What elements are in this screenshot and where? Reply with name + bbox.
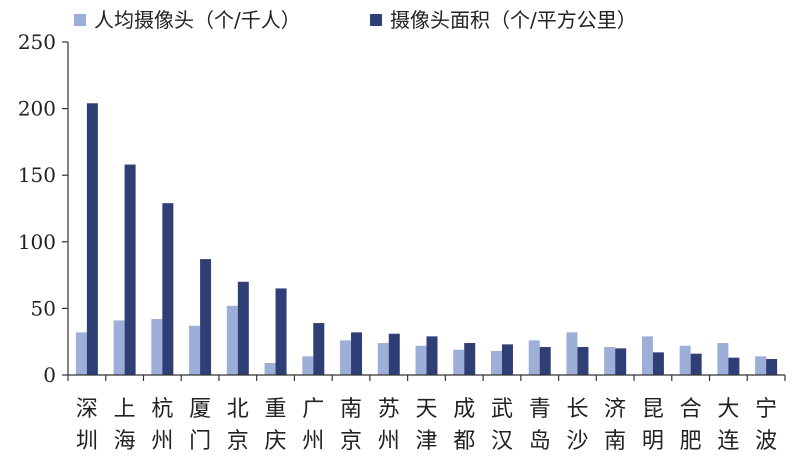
y-tick-label: 150 bbox=[18, 163, 56, 187]
x-tick-label: 济 bbox=[604, 397, 626, 422]
x-tick-label: 州 bbox=[302, 429, 324, 454]
x-tick-label: 宁 bbox=[755, 397, 777, 422]
bar-series-1 bbox=[189, 325, 201, 375]
bar-series-2 bbox=[200, 259, 212, 375]
bar-series-1 bbox=[75, 332, 87, 375]
x-tick-label: 肥 bbox=[680, 429, 702, 454]
chart-legend: 人均摄像头（个/千人） 摄像头面积（个/平方公里） bbox=[74, 8, 637, 32]
x-tick-label: 汉 bbox=[491, 429, 513, 454]
bar-series-2 bbox=[766, 359, 778, 375]
y-tick-label: 100 bbox=[18, 230, 56, 254]
x-tick-label: 昆 bbox=[642, 397, 664, 422]
x-tick-label: 州 bbox=[378, 429, 400, 454]
x-tick-label: 州 bbox=[151, 429, 173, 454]
x-tick-label: 厦 bbox=[189, 397, 211, 422]
bar-series-1 bbox=[604, 347, 616, 375]
bar-series-1 bbox=[151, 319, 163, 375]
bar-series-1 bbox=[302, 356, 314, 375]
bar-series-2 bbox=[615, 348, 627, 375]
x-tick-label: 上 bbox=[114, 397, 136, 422]
bar-series-1 bbox=[264, 363, 276, 375]
y-tick-label: 250 bbox=[18, 30, 56, 54]
legend-label: 人均摄像头（个/千人） bbox=[94, 8, 301, 32]
bar-series-2 bbox=[464, 343, 476, 375]
bar-series-2 bbox=[728, 357, 740, 375]
bar-series-2 bbox=[539, 347, 551, 375]
x-tick-label: 苏 bbox=[378, 397, 400, 422]
x-tick-label: 庆 bbox=[265, 429, 287, 454]
bar-series-2 bbox=[124, 164, 136, 375]
legend-label: 摄像头面积（个/平方公里） bbox=[390, 8, 637, 32]
x-tick-label: 海 bbox=[114, 429, 136, 454]
bars-group bbox=[75, 103, 778, 375]
x-tick-label: 南 bbox=[604, 429, 626, 454]
bar-series-2 bbox=[313, 323, 325, 375]
x-tick-label: 沙 bbox=[566, 429, 588, 454]
x-tick-label: 成 bbox=[453, 397, 475, 422]
x-tick-label: 都 bbox=[453, 429, 475, 454]
x-tick-label: 青 bbox=[529, 397, 551, 422]
bar-series-1 bbox=[679, 345, 691, 375]
legend-swatch bbox=[74, 14, 86, 26]
x-tick-label: 圳 bbox=[76, 429, 98, 454]
bar-series-1 bbox=[377, 343, 389, 375]
y-axis: 0 50 100 150 200 250 bbox=[18, 30, 69, 387]
bar-series-1 bbox=[717, 343, 729, 375]
bar-series-2 bbox=[351, 332, 363, 375]
bar-series-2 bbox=[86, 103, 98, 375]
x-tick-label: 明 bbox=[642, 429, 664, 454]
x-tick-label: 津 bbox=[415, 429, 437, 454]
bar-series-1 bbox=[528, 340, 540, 375]
y-tick-label: 200 bbox=[18, 97, 56, 121]
bar-series-1 bbox=[226, 305, 238, 375]
y-tick-label: 0 bbox=[43, 363, 56, 387]
x-tick-label: 长 bbox=[566, 397, 588, 422]
x-tick-label: 深 bbox=[76, 397, 98, 422]
bar-series-2 bbox=[237, 281, 249, 375]
x-tick-label: 波 bbox=[755, 429, 777, 454]
x-tick-label: 南 bbox=[340, 397, 362, 422]
x-tick-label: 大 bbox=[717, 397, 739, 422]
bar-series-2 bbox=[275, 288, 287, 375]
x-tick-label: 岛 bbox=[529, 429, 551, 454]
bar-series-1 bbox=[755, 356, 767, 375]
x-tick-label: 杭 bbox=[151, 397, 173, 422]
x-tick-label: 京 bbox=[227, 429, 249, 454]
x-tick-label: 武 bbox=[491, 397, 513, 422]
x-tick-label: 北 bbox=[227, 397, 249, 422]
bar-series-1 bbox=[566, 332, 578, 375]
bar-series-1 bbox=[340, 340, 352, 375]
bar-series-2 bbox=[501, 344, 513, 375]
x-tick-label: 门 bbox=[189, 429, 211, 454]
x-tick-label: 重 bbox=[265, 397, 287, 422]
bar-series-1 bbox=[415, 345, 427, 375]
bar-series-2 bbox=[652, 352, 664, 375]
bar-series-2 bbox=[577, 347, 589, 375]
bar-series-1 bbox=[641, 336, 653, 375]
bar-series-2 bbox=[426, 336, 438, 375]
x-tick-label: 天 bbox=[415, 397, 437, 422]
bar-series-2 bbox=[388, 333, 400, 375]
bar-series-1 bbox=[490, 351, 502, 375]
bar-series-2 bbox=[690, 353, 702, 375]
bar-series-1 bbox=[453, 349, 465, 375]
x-tick-label: 京 bbox=[340, 429, 362, 454]
x-tick-label: 连 bbox=[717, 429, 739, 454]
bar-series-1 bbox=[113, 320, 125, 375]
legend-swatch bbox=[370, 14, 382, 26]
bar-series-2 bbox=[162, 203, 174, 375]
y-tick-label: 50 bbox=[31, 296, 56, 320]
x-tick-label: 广 bbox=[302, 397, 324, 422]
x-tick-label: 合 bbox=[680, 397, 702, 422]
